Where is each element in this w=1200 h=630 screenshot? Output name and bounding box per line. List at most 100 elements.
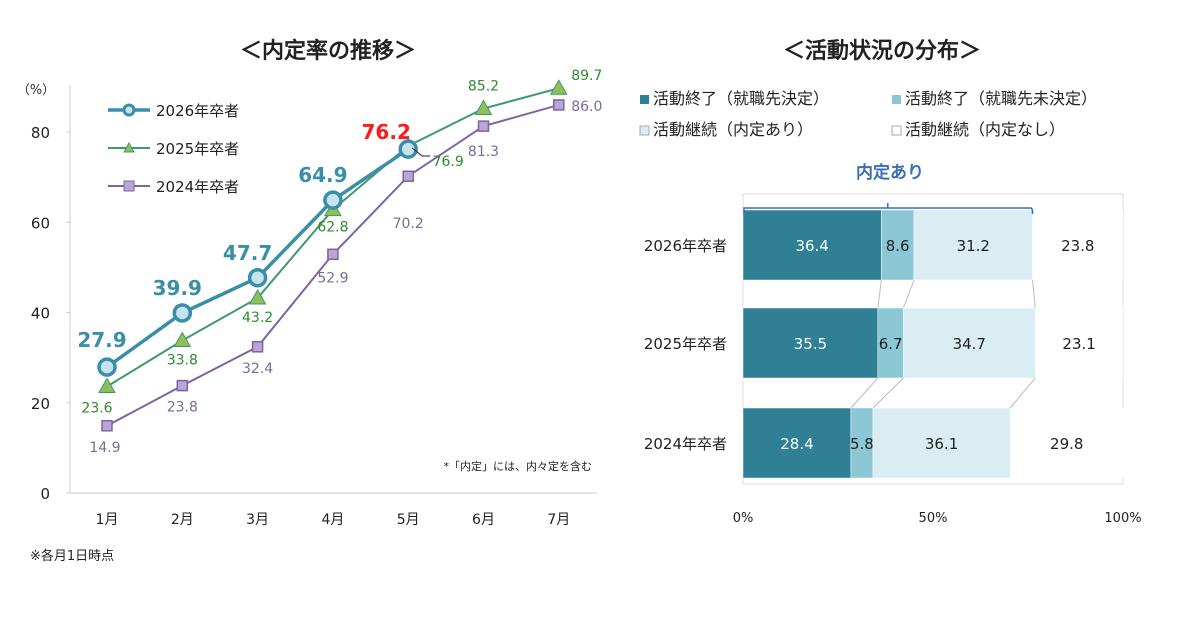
legend-label: 活動終了（就職先未決定） <box>905 89 1097 108</box>
data-label: 27.9 <box>77 328 126 352</box>
y-tick-label: 40 <box>31 305 50 323</box>
x-tick-label: 50% <box>919 511 948 526</box>
x-tick-label: 0% <box>733 511 754 526</box>
legend-label: 活動継続（内定あり） <box>653 120 813 139</box>
connector-line <box>1009 377 1036 409</box>
bar-segment <box>742 209 882 281</box>
data-label: 76.2 <box>362 120 411 144</box>
point-marker <box>549 79 568 95</box>
x-tick-label: 1月 <box>96 512 119 528</box>
data-label: 23.6 <box>81 401 112 417</box>
data-label: 14.9 <box>89 440 120 456</box>
x-tick-label: 3月 <box>246 512 269 528</box>
connector-line <box>1032 279 1036 309</box>
y-axis-label: （%） <box>17 83 55 98</box>
data-label: 52.9 <box>317 270 348 286</box>
y-tick-label: 20 <box>31 395 50 413</box>
y-tick-label: 0 <box>40 485 50 503</box>
bar-value-label: 36.1 <box>925 435 958 453</box>
data-label: 33.8 <box>167 352 198 368</box>
point-marker <box>98 377 116 394</box>
category-label: 2026年卒者 <box>644 237 727 255</box>
data-label: 32.4 <box>242 361 273 377</box>
x-tick-label: 5月 <box>397 512 420 528</box>
point-marker <box>176 379 189 392</box>
x-tick-label: 2月 <box>171 512 194 528</box>
bar-value-label: 36.4 <box>795 237 828 255</box>
legend-label: 活動継続（内定なし） <box>905 120 1065 139</box>
point-marker <box>398 139 418 159</box>
bar-chart-title: ＜活動状況の分布＞ <box>783 38 981 64</box>
bracket-label: 内定あり <box>856 162 924 183</box>
legend-marker <box>123 141 135 153</box>
connector-line <box>902 279 915 309</box>
legend-swatch <box>892 95 901 104</box>
bracket <box>743 203 1034 214</box>
legend-marker <box>123 180 135 192</box>
bar-value-label: 34.7 <box>953 335 986 353</box>
x-tick-label: 100% <box>1104 511 1141 526</box>
data-label: 43.2 <box>242 310 273 326</box>
data-label: 86.0 <box>571 99 602 115</box>
legend-label: 2025年卒者 <box>156 140 239 158</box>
point-marker <box>247 268 268 288</box>
leader-line <box>411 147 431 157</box>
legend-marker <box>122 103 136 117</box>
bar-value-label: 23.8 <box>1061 237 1094 255</box>
series-line-2025年卒者 <box>106 87 560 388</box>
category-label: 2025年卒者 <box>644 335 727 353</box>
data-label: 85.2 <box>468 79 499 95</box>
bar-value-label: 5.8 <box>850 435 874 453</box>
y-tick-label: 80 <box>31 124 50 142</box>
bar-segment <box>903 307 1036 379</box>
bar-segment <box>742 407 852 479</box>
legend-label: 2024年卒者 <box>156 178 239 196</box>
bar-segment <box>1035 308 1123 378</box>
footnote: ※各月1日時点 <box>30 548 114 564</box>
connector-line <box>877 279 882 309</box>
legend-swatch <box>640 95 649 104</box>
data-label: 62.8 <box>317 220 348 236</box>
point-marker <box>553 99 565 111</box>
bar-value-label: 8.6 <box>886 237 910 255</box>
bar-value-label: 35.5 <box>794 335 827 353</box>
point-marker <box>101 420 113 432</box>
y-tick-label: 60 <box>31 214 50 232</box>
bar-segment <box>877 307 904 379</box>
bar-value-label: 6.7 <box>879 335 903 353</box>
data-label: 64.9 <box>298 163 347 187</box>
data-label: 70.2 <box>393 216 424 232</box>
point-marker <box>173 331 192 347</box>
legend-label: 2026年卒者 <box>156 102 239 120</box>
point-marker <box>248 289 267 305</box>
bar-value-label: 23.1 <box>1062 335 1095 353</box>
bar-segment <box>1032 210 1123 280</box>
bar-value-label: 31.2 <box>957 237 990 255</box>
connector-line <box>850 377 879 409</box>
bar-value-label: 28.4 <box>780 435 813 453</box>
data-label: 23.8 <box>167 400 198 416</box>
point-marker <box>172 303 193 323</box>
data-label: 47.7 <box>223 241 272 265</box>
data-label: 76.9 <box>433 154 464 170</box>
legend-label: 活動終了（就職先決定） <box>653 89 829 108</box>
line-chart-title: ＜内定率の推移＞ <box>240 38 416 64</box>
data-label: 89.7 <box>571 68 602 84</box>
data-label: 39.9 <box>153 276 202 300</box>
bar-value-label: 29.8 <box>1050 435 1083 453</box>
point-marker <box>251 341 264 353</box>
line-chart-note: *「内定」には、内々定を含む <box>444 459 593 473</box>
x-tick-label: 7月 <box>547 512 570 528</box>
bar-segment <box>1010 408 1124 478</box>
point-marker <box>323 190 343 210</box>
bar-segment <box>913 209 1033 281</box>
legend-swatch <box>891 125 902 136</box>
point-marker <box>327 248 339 261</box>
point-marker <box>402 170 414 182</box>
point-marker <box>477 120 490 132</box>
x-tick-label: 6月 <box>472 512 495 528</box>
category-label: 2024年卒者 <box>644 435 727 453</box>
connector-line <box>872 377 904 409</box>
point-marker <box>97 357 117 377</box>
